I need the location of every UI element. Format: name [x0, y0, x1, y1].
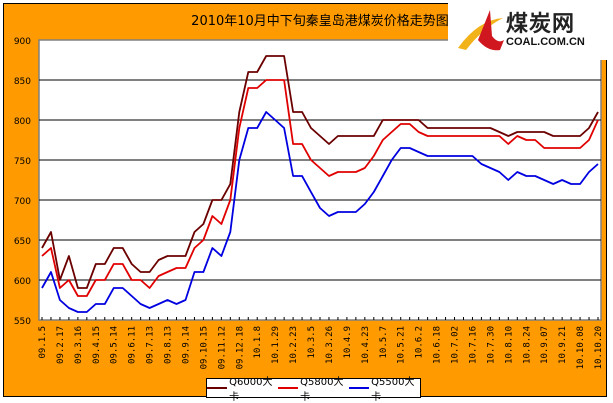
- logo: 煤炭网 COAL.COM.CN: [448, 0, 613, 60]
- logo-mark-icon: [458, 10, 504, 51]
- y-tick-label: 900: [14, 37, 31, 47]
- logo-text-cn: 煤炭网: [506, 12, 576, 37]
- legend-label: Q5500大卡: [371, 377, 415, 403]
- x-tick-label: 10.5.7: [379, 326, 389, 359]
- y-tick-label: 650: [14, 237, 31, 247]
- x-tick-label: 09.5.14: [110, 326, 120, 364]
- series-line-q5500: [41, 111, 599, 313]
- legend-item-q5800: Q5800大卡: [278, 373, 349, 403]
- x-tick-label: 10.7.02: [451, 326, 461, 364]
- x-tick-label: 09.2.17: [56, 326, 66, 364]
- x-tick-label: 10.8.24: [522, 326, 532, 364]
- logo-text-en: COAL.COM.CN: [506, 36, 585, 48]
- x-tick-label: 09.4.15: [92, 326, 102, 364]
- y-tick-label: 550: [14, 317, 31, 327]
- x-tick-label: 10.4.23: [361, 326, 371, 364]
- x-tick-label: 09.3.16: [74, 326, 84, 364]
- y-tick-label: 700: [14, 197, 31, 207]
- legend-swatch: [207, 387, 228, 389]
- x-tick-label: 09.9.14: [181, 326, 191, 364]
- x-tick-label: 10.3.26: [325, 326, 335, 364]
- legend-swatch: [349, 387, 370, 389]
- x-tick-label: 10.10.08: [576, 326, 586, 369]
- series-line-q6000: [41, 55, 599, 289]
- x-tick-label: 10.6.2: [415, 326, 425, 359]
- x-tick-label: 09.6.11: [128, 326, 138, 364]
- x-tick-label: 10.9.07: [540, 326, 550, 364]
- x-tick-label: 10.5.21: [397, 326, 407, 364]
- y-tick-label: 800: [14, 117, 31, 127]
- x-tick-label: 10.9.21: [558, 326, 568, 364]
- x-tick-label: 09.1.5: [38, 326, 48, 359]
- x-tick-label: 10.1.8: [253, 326, 263, 359]
- x-tick-label: 09.12.18: [235, 326, 245, 369]
- legend-label: Q5800大卡: [300, 377, 344, 403]
- legend-label: Q6000大卡: [229, 377, 273, 403]
- chart-title: 2010年10月中下旬秦皇岛港煤炭价格走势图: [191, 14, 449, 29]
- x-tick-label: 09.8.13: [164, 326, 174, 364]
- x-tick-label: 10.6.18: [433, 326, 443, 364]
- x-tick-label: 09.10.15: [199, 326, 209, 369]
- legend-swatch: [278, 387, 299, 389]
- x-tick-label: 10.8.10: [504, 326, 514, 364]
- series-line-q5800: [41, 79, 599, 297]
- y-tick-label: 850: [14, 77, 31, 87]
- y-tick-label: 600: [14, 277, 31, 287]
- x-tick-label: 10.1.29: [271, 326, 281, 364]
- x-tick-label: 09.11.12: [217, 326, 227, 369]
- x-tick-label: 10.3.5: [307, 326, 317, 359]
- x-tick-label: 10.7.16: [468, 326, 478, 364]
- x-tick-label: 10.4.9: [343, 326, 353, 359]
- legend-item-q6000: Q6000大卡: [207, 373, 278, 403]
- legend: Q6000大卡 Q5800大卡 Q5500大卡: [206, 377, 421, 403]
- plot-area: [38, 39, 602, 321]
- legend-item-q5500: Q5500大卡: [349, 373, 420, 403]
- x-tick-label: 10.10.20: [594, 326, 604, 369]
- y-tick-label: 750: [14, 157, 31, 167]
- x-tick-label: 10.7.30: [486, 326, 496, 364]
- x-tick-label: 09.7.13: [146, 326, 156, 364]
- x-tick-label: 10.2.23: [289, 326, 299, 364]
